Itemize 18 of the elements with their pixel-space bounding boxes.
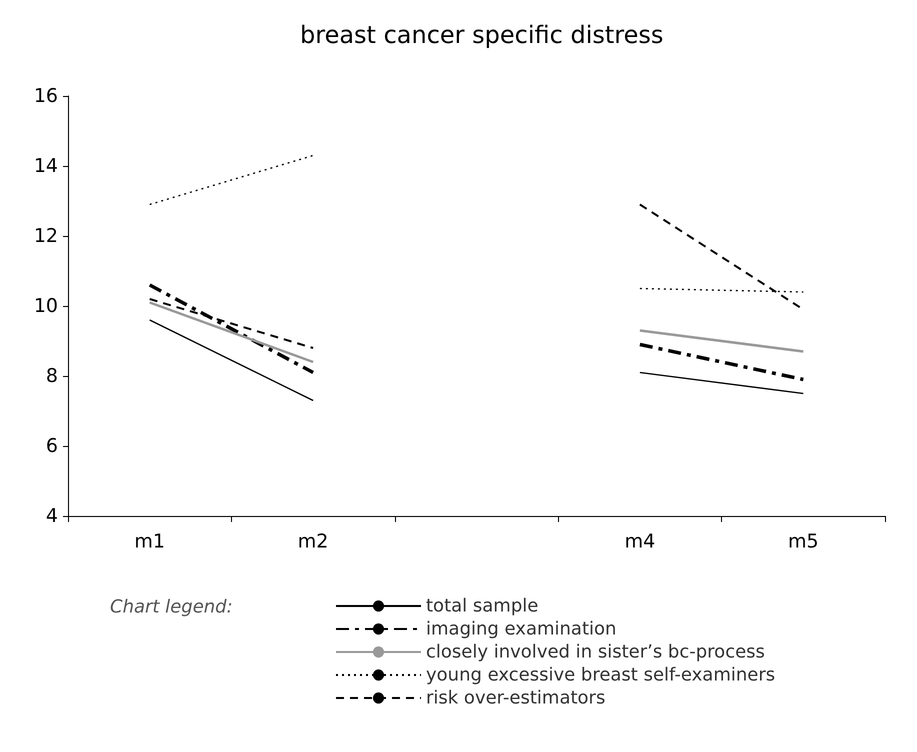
legend-label: closely involved in sister’s bc-process (426, 642, 765, 662)
y-tick-label: 6 (46, 435, 58, 457)
y-tick-label: 12 (34, 225, 58, 247)
x-tick-label: m4 (624, 530, 656, 552)
legend-label: risk over-estimators (426, 688, 606, 708)
legend-label: young excessive breast self-examiners (426, 664, 776, 686)
y-tick-label: 14 (34, 155, 58, 177)
legend-title: Chart legend: (110, 596, 233, 618)
y-tick-label: 10 (34, 295, 58, 317)
x-tick-label: m2 (298, 530, 328, 552)
y-tick-label: 16 (34, 85, 58, 107)
chart-title: breast cancer specific distress (300, 21, 664, 49)
y-tick-label: 8 (46, 365, 58, 387)
x-tick-label: m1 (134, 530, 166, 552)
x-tick-label: m5 (788, 530, 819, 552)
legend-label: imaging examination (426, 618, 616, 640)
legend-label: total sample (426, 596, 538, 616)
y-tick-label: 4 (46, 505, 58, 527)
